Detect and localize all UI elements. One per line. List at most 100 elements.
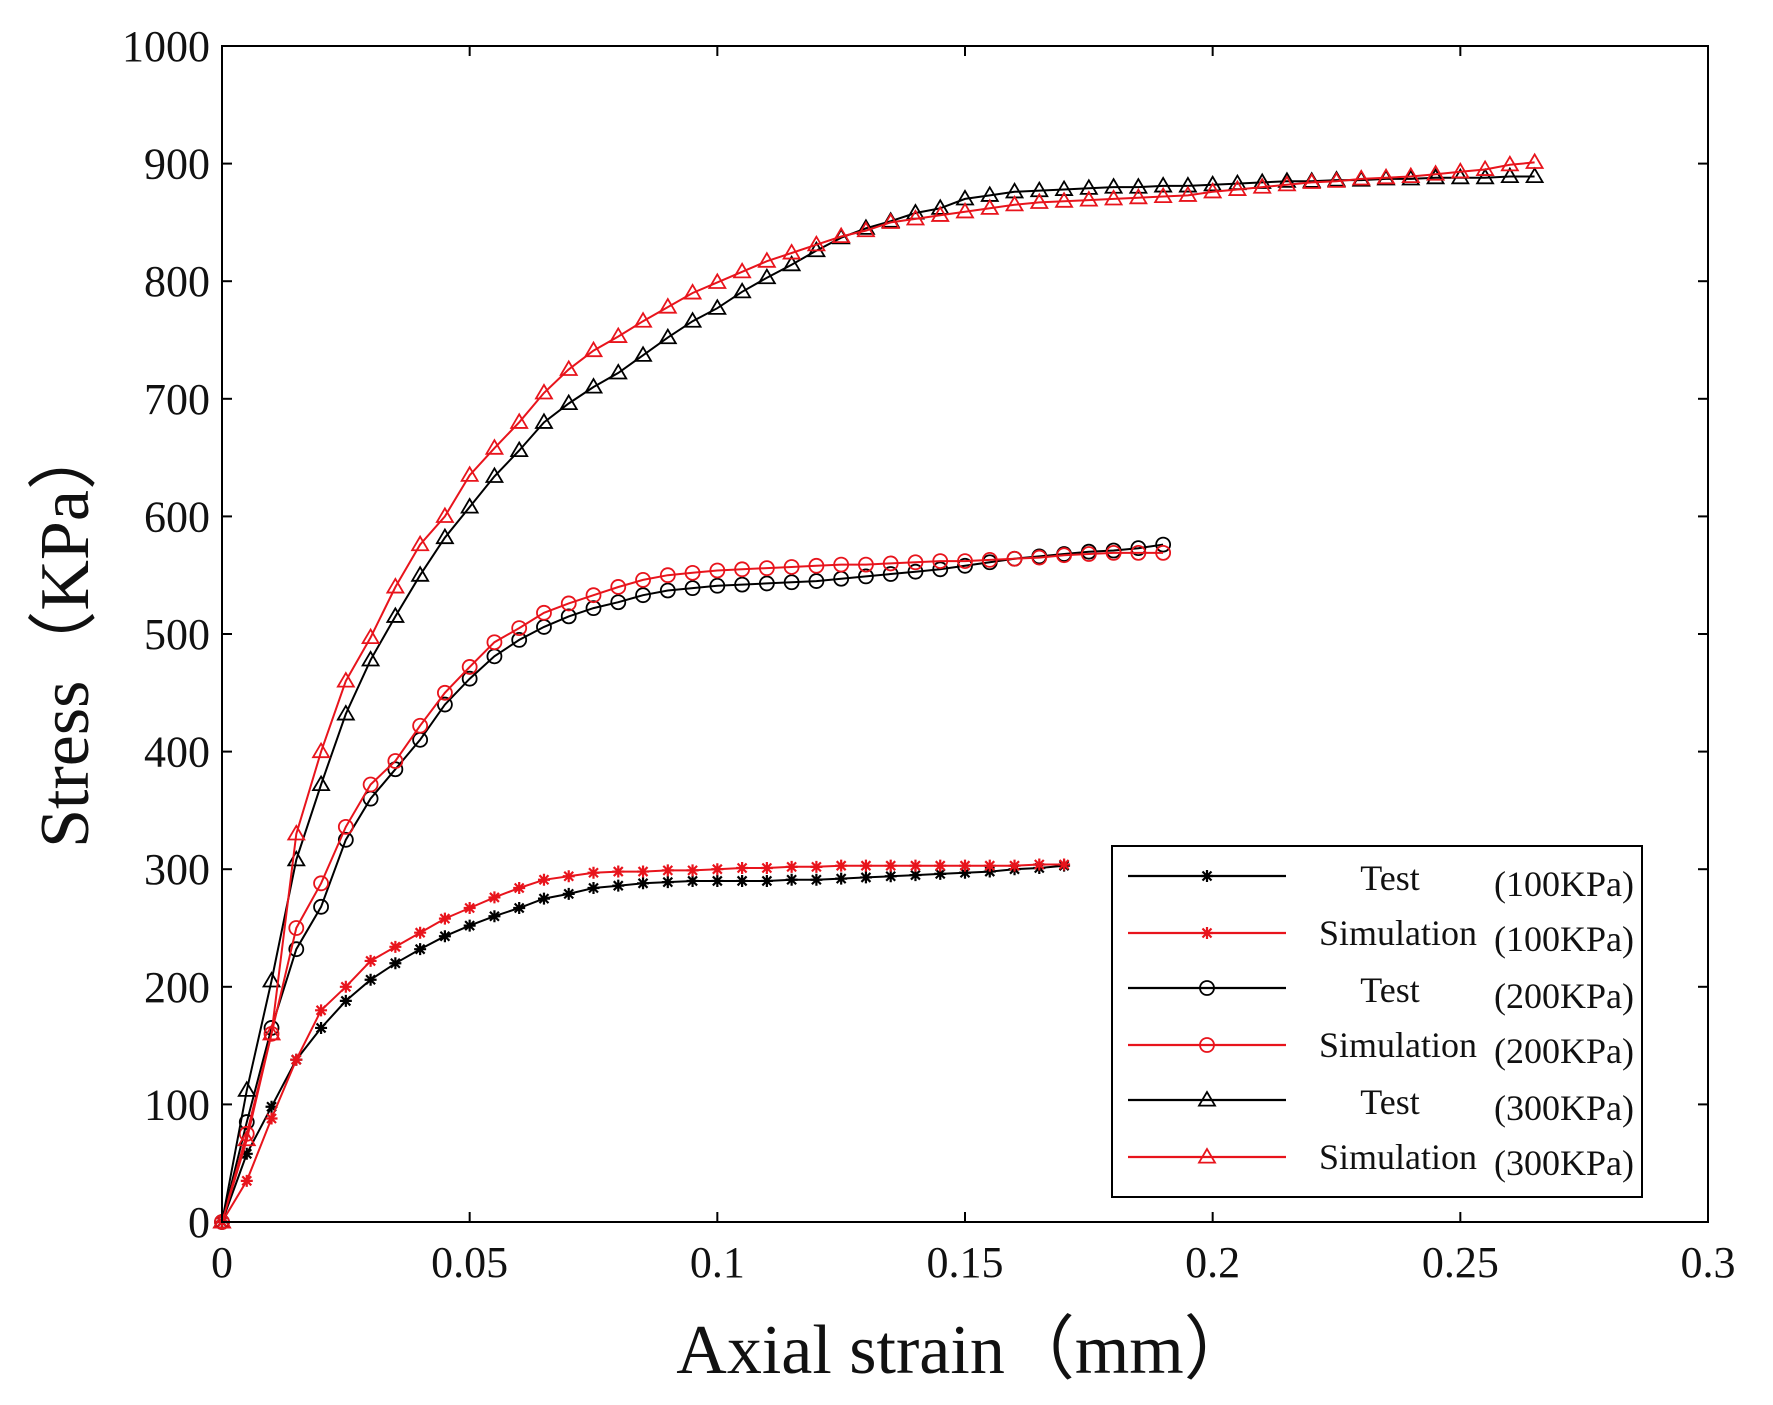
series-layer [212,152,1545,1230]
legend-pressure-simulation-200: (200KPa) [1494,1031,1634,1071]
data-point [585,600,602,617]
data-point [1475,159,1495,176]
data-point [633,311,653,328]
legend-pressure-simulation-300: (300KPa) [1494,1143,1634,1183]
data-point [1277,174,1297,192]
data-point [806,234,826,252]
data-point [583,340,604,358]
data-point [859,859,872,872]
data-point [932,561,949,578]
data-point [810,873,823,886]
data-point [461,670,478,687]
data-point [410,534,430,552]
data-point [562,870,575,883]
data-point [1302,172,1322,189]
data-point [559,359,579,376]
data-point [240,1147,253,1160]
data-point [587,882,600,895]
data-point [438,912,451,925]
data-point [760,874,773,887]
legend-label-test-100: Test [1360,858,1419,898]
data-point [612,865,625,878]
legend-pressure-test-200: (200KPa) [1494,976,1634,1016]
data-point [261,971,282,988]
data-point [313,898,329,915]
data-point [513,902,526,915]
data-point [608,363,628,380]
data-point [806,240,826,258]
data-point [884,859,897,872]
x-tick-label: 0.05 [431,1238,508,1287]
data-point [364,954,377,967]
data-point [736,862,749,875]
data-point [732,282,752,299]
data-point [336,671,356,688]
data-point [959,866,971,879]
data-point [757,251,777,268]
legend-samples [1128,870,1286,1164]
data-point [907,554,924,571]
data-point [707,298,727,315]
data-point [534,383,554,400]
data-point [635,572,651,588]
data-point [711,874,724,887]
data-point [856,220,876,238]
data-point [810,860,823,873]
data-point [659,567,676,584]
data-point [337,831,354,848]
data-point [488,910,501,923]
data-point [339,994,352,1007]
data-point [212,1212,232,1229]
data-point [1475,167,1495,185]
data-point [808,557,825,574]
data-point [1450,162,1470,179]
data-point [1425,167,1446,185]
data-point [610,579,627,595]
data-point [782,254,802,272]
data-point [435,506,455,523]
y-tick-label: 300 [144,845,210,894]
x-axis-ticks: 0 0.05 0.1 0.15 0.2 0.25 0.3 [211,46,1736,1287]
data-point [934,859,947,872]
data-point [930,205,950,222]
legend-marker [1197,1147,1217,1164]
legend-box [1111,845,1643,1198]
data-point [957,553,973,569]
data-point [509,412,529,429]
data-point [637,865,650,878]
data-point [1153,186,1173,204]
data-point [907,563,924,580]
data-point [1525,166,1545,184]
data-point [583,377,604,394]
data-point [534,412,554,429]
x-tick-label: 0.15 [927,1238,1004,1287]
data-point [513,882,526,895]
data-point [1004,194,1025,212]
data-point [537,892,550,905]
data-point [1203,174,1223,192]
y-axis-ticks: 0 100 200 300 400 500 600 700 800 900 1000 [122,22,1708,1247]
data-point [337,818,354,835]
data-point [436,696,453,713]
y-tick-label: 0 [188,1198,210,1247]
data-point [240,1174,253,1187]
data-point [1153,176,1173,193]
data-point [934,867,947,880]
series-3 [214,544,1172,1230]
legend-marker [1199,980,1215,996]
data-point [585,587,602,604]
data-point [633,345,653,362]
data-point [361,627,381,645]
y-tick-label: 200 [144,963,210,1012]
data-point [315,1004,328,1017]
data-point [559,393,579,411]
data-point [461,659,478,675]
data-point [1450,167,1470,185]
data-point [1178,185,1198,202]
x-axis-title: Axial strain（mm） [676,1312,1253,1389]
data-point [237,1129,257,1147]
data-point [435,527,455,545]
data-point [658,297,678,314]
data-point [1105,544,1122,561]
data-point [682,311,703,328]
